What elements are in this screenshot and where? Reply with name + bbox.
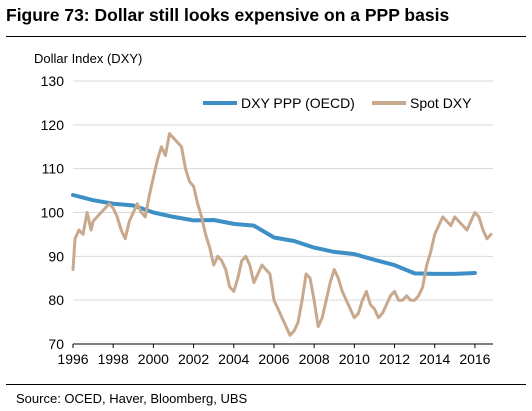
series-lines [71, 132, 493, 337]
figure-title: Figure 73: Dollar still looks expensive … [6, 5, 450, 25]
x-tick-2006: 2006 [258, 351, 289, 367]
y-tick-100: 100 [41, 205, 65, 221]
title-rule [6, 36, 526, 37]
x-tick-2008: 2008 [299, 351, 330, 367]
x-tick-2012: 2012 [379, 351, 410, 367]
x-tick-labels: 1996 1998 2000 2002 2004 2006 2008 2010 2012 2014… [57, 344, 491, 367]
series-line-dxy-ppp [71, 193, 477, 276]
x-tick-2016: 2016 [459, 351, 490, 367]
y-tick-110: 110 [42, 161, 65, 177]
legend-label-1: Spot DXY [410, 95, 472, 111]
y-axis-title: Dollar Index (DXY) [34, 51, 142, 66]
y-tick-120: 120 [41, 117, 65, 133]
x-tick-2010: 2010 [339, 351, 370, 367]
source-note: Source: OCED, Haver, Bloomberg, UBS [16, 391, 248, 406]
y-tick-90: 90 [48, 248, 64, 264]
y-tick-labels: 70 80 90 100 110 120 130 [41, 73, 65, 352]
source-rule [6, 384, 526, 385]
x-tick-1996: 1996 [57, 351, 88, 367]
gridlines [73, 80, 493, 345]
legend-label-0: DXY PPP (OECD) [241, 95, 355, 111]
x-tick-2004: 2004 [218, 351, 249, 367]
y-tick-130: 130 [41, 73, 65, 89]
y-tick-70: 70 [48, 336, 64, 352]
x-tick-2000: 2000 [138, 351, 169, 367]
y-tick-80: 80 [48, 292, 64, 308]
series-line-spot-dxy [71, 132, 493, 337]
legend: DXY PPP (OECD) Spot DXY [203, 95, 472, 111]
x-tick-1998: 1998 [98, 351, 129, 367]
x-tick-2014: 2014 [419, 351, 450, 367]
x-tick-2002: 2002 [178, 351, 209, 367]
